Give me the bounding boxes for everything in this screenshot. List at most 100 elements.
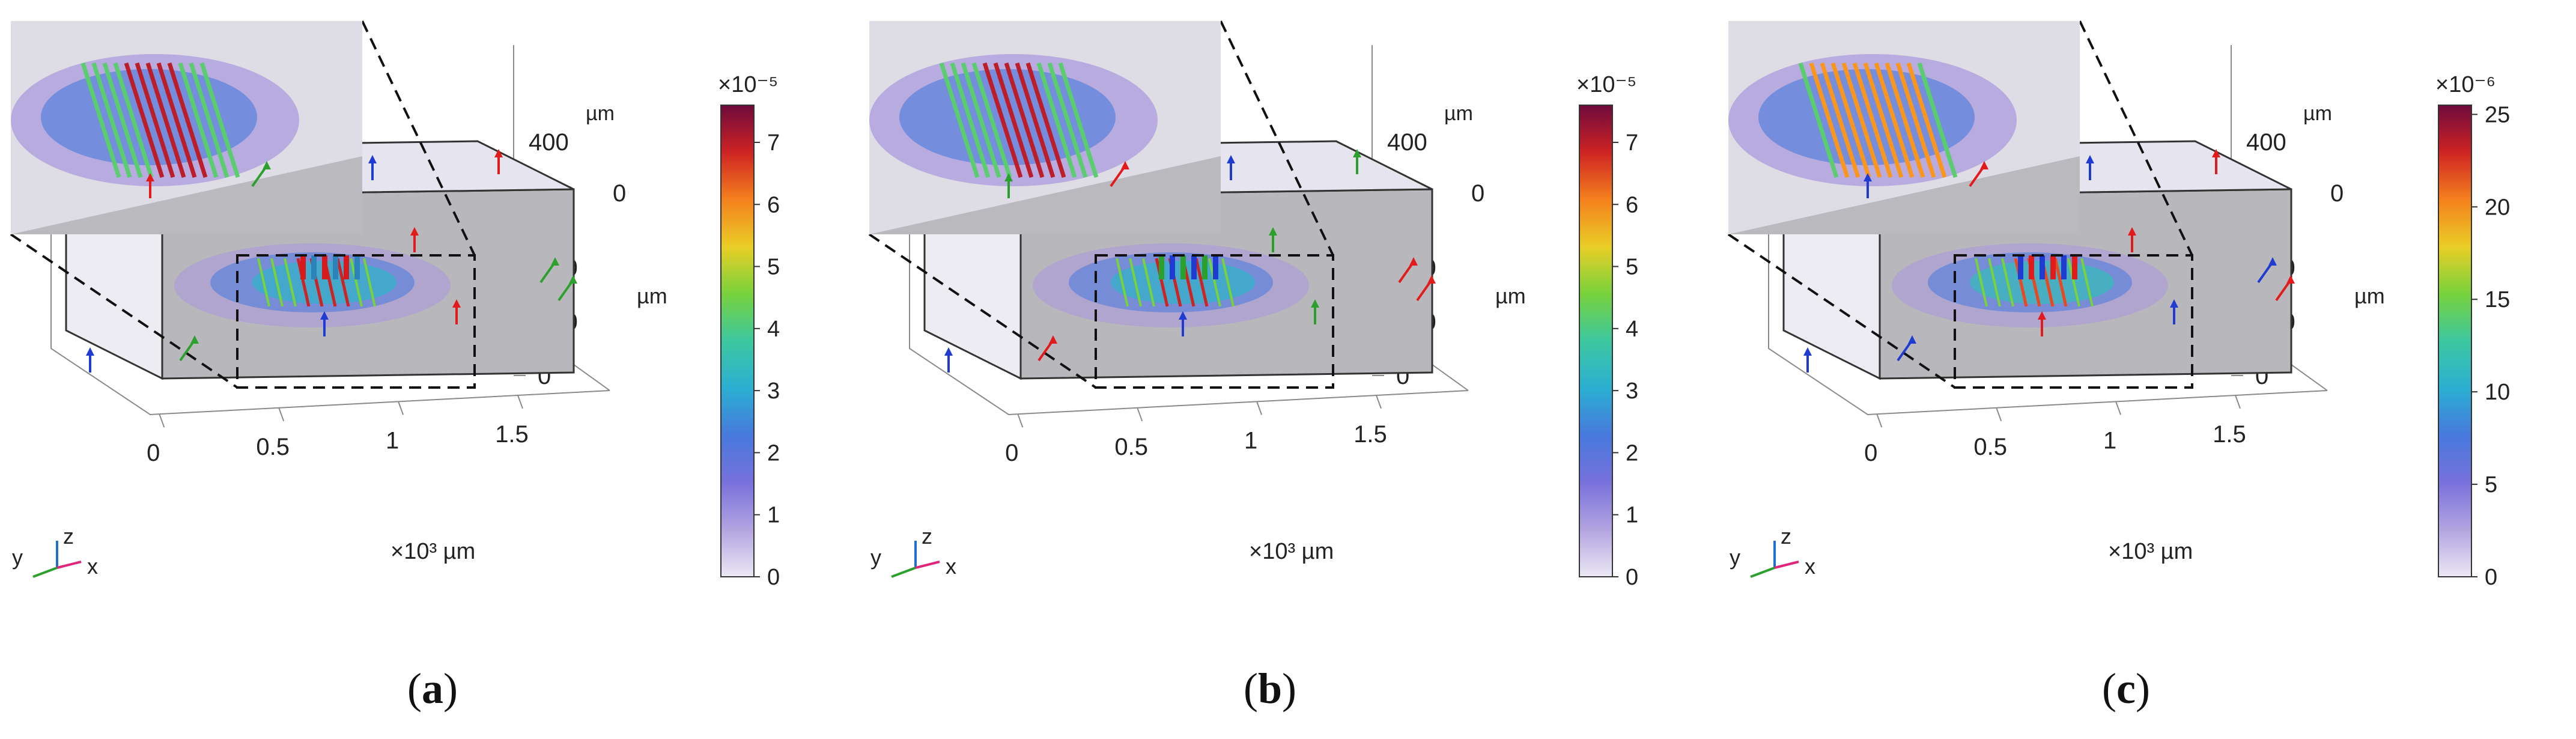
vector-arrow-head	[1864, 173, 1872, 181]
hotspot-arrow	[2050, 255, 2056, 279]
x-tick-mark	[398, 401, 404, 415]
vector-arrow-head	[2128, 227, 2136, 236]
field-stripe	[2014, 258, 2028, 307]
inset-stripe	[1025, 62, 1066, 178]
hotspot-arrow	[1159, 255, 1164, 279]
vector-arrow-head	[1227, 155, 1235, 163]
vector-arrow-head	[263, 161, 271, 169]
inset-stripe	[1895, 62, 1936, 178]
inset-stripe	[961, 62, 1001, 178]
triad-x-axis	[56, 561, 82, 569]
hotspot-arrow	[333, 255, 338, 279]
field-stripe	[1194, 258, 1209, 307]
field-stripe	[2080, 258, 2094, 307]
triad-x-axis	[915, 561, 940, 569]
field-stripe	[1975, 258, 1988, 307]
panel-b: 00.511.5×10³ µm0200400µm0400µmzyx×10⁻⁵01…	[858, 0, 1718, 739]
x-tick-mark	[278, 407, 285, 422]
zoom-leader-line	[2079, 20, 2193, 256]
triad-y-label: y	[1730, 545, 1740, 570]
x-tick-label: 1.5	[1353, 421, 1387, 448]
colorbar-tick-label: 2	[767, 440, 780, 466]
triad-x-label: x	[1805, 554, 1815, 579]
x-axis-unit: ×10³ µm	[1249, 539, 1334, 564]
vector-arrow-head	[1908, 335, 1916, 344]
triad-x-axis	[1774, 561, 1799, 569]
inset-stripe	[1798, 62, 1839, 178]
inset-stripe	[80, 62, 121, 178]
colorbar-tick-label: 1	[1626, 503, 1638, 528]
colorbar-tick-label: 5	[1626, 255, 1638, 280]
panel-figure: 00.511.5×10³ µm0200400µm0400µmzyx×10⁻⁵01…	[10, 20, 780, 590]
colorbar-tick-label: 7	[767, 130, 780, 156]
hotspot-arrow	[1180, 255, 1186, 279]
vector-arrow-head	[2212, 149, 2220, 157]
y-tick-label: 400	[2246, 129, 2286, 156]
inset-stripe	[1047, 62, 1088, 178]
vector-arrow-head	[1004, 173, 1013, 181]
y-axis-unit: µm	[1444, 102, 1473, 125]
zoom-region	[1095, 254, 1334, 389]
vector-arrow-head	[86, 347, 94, 356]
triad-z-label: z	[1781, 524, 1791, 549]
hotspot-arrow	[2018, 255, 2023, 279]
colorbar-tick-label: 4	[1626, 317, 1638, 342]
x-tick-mark	[1876, 413, 1883, 428]
field-stripe	[2053, 258, 2068, 307]
colorbar-tick-label: 3	[1626, 379, 1638, 404]
field-stripe	[296, 258, 311, 307]
inset-stripe	[1852, 62, 1893, 178]
vector-arrow-head	[944, 347, 953, 356]
vector-arrow-head	[452, 299, 461, 308]
x-tick-label: 1	[2103, 427, 2116, 454]
field-stripe	[1155, 258, 1169, 307]
zoom-inset	[11, 21, 362, 234]
hotspot-arrow	[1202, 255, 1208, 279]
field-pattern	[1033, 243, 1309, 327]
y-tick-label: 0	[2330, 180, 2344, 207]
zoom-leader-line	[1727, 233, 1956, 389]
zoom-leader-line	[361, 20, 476, 256]
field-stripe	[1116, 258, 1129, 307]
vector-arrow-head	[1121, 161, 1129, 169]
x-tick-mark	[159, 413, 165, 428]
triad-z-label: z	[63, 524, 74, 549]
panel-caption: (c)	[2102, 664, 2150, 713]
inset-stripe	[156, 62, 197, 178]
z-axis-unit: µm	[1495, 284, 1526, 308]
vector-arrow-head	[1409, 257, 1418, 266]
vector-arrow-head	[2268, 257, 2277, 266]
vector-arrow-head	[1427, 275, 1436, 284]
field-stripe	[2067, 258, 2080, 307]
hotspot-arrow	[1170, 255, 1175, 279]
inset-stripe	[102, 62, 143, 178]
x-tick-label: 1.5	[495, 421, 529, 448]
x-tick-mark	[1996, 407, 2002, 422]
hotspot-arrow	[2029, 255, 2034, 279]
inset-stripe	[1830, 62, 1871, 178]
colorbar-tick-label: 1	[767, 503, 780, 528]
vector-arrow-head	[320, 311, 329, 320]
inset-stripe	[145, 62, 186, 178]
inset-stripe	[1841, 62, 1882, 178]
vector-arrow-head	[2170, 299, 2178, 308]
panel-c: 00.511.5×10³ µm0200400µm0400µmzyx×10⁻⁶05…	[1718, 0, 2576, 739]
inset-stripe	[993, 62, 1034, 178]
inset-stripe	[113, 62, 154, 178]
x-tick-mark	[1137, 407, 1143, 422]
x-axis-unit: ×10³ µm	[2108, 539, 2193, 564]
inset-stripe	[1917, 62, 1958, 178]
zoom-region	[236, 254, 476, 389]
vector-arrow-head	[2286, 275, 2295, 284]
inset-stripe	[1863, 62, 1904, 178]
colorbar-tick-label: 6	[1626, 192, 1638, 217]
hotspot-arrow	[354, 255, 360, 279]
inset-stripe	[1874, 62, 1915, 178]
zoom-leader-line	[868, 233, 1097, 389]
vector-arrow-head	[1049, 335, 1057, 344]
vector-arrow-head	[1803, 347, 1812, 356]
inset-stripe	[178, 62, 219, 178]
inset-stripe	[199, 62, 240, 178]
colorbar-tick-label: 25	[2485, 102, 2510, 127]
field-stripe	[1208, 258, 1221, 307]
